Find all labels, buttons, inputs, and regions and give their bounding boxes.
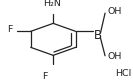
Text: H₂N: H₂N: [44, 0, 61, 8]
Text: B: B: [94, 29, 102, 42]
Text: F: F: [7, 25, 13, 34]
Text: OH: OH: [107, 52, 121, 61]
Text: OH: OH: [107, 7, 121, 16]
Text: HCl: HCl: [115, 69, 131, 78]
Text: F: F: [43, 72, 48, 81]
